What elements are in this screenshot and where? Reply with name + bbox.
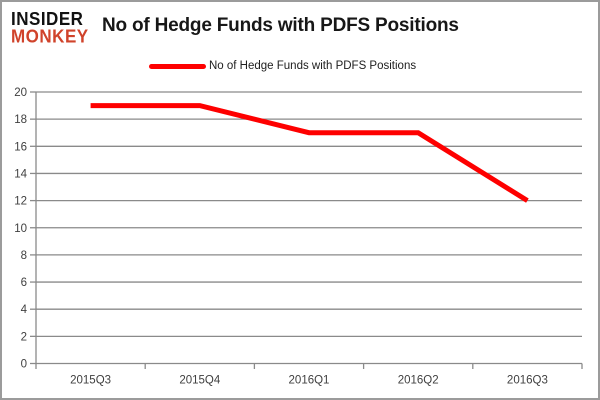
y-axis-tick-label: 0: [21, 359, 27, 371]
y-axis-tick-label: 14: [14, 168, 27, 180]
chart-title: No of Hedge Funds with PDFS Positions: [102, 15, 459, 36]
y-axis-tick-label: 20: [14, 87, 27, 99]
data-line-series: [90, 103, 529, 203]
legend-line-swatch: [149, 63, 206, 69]
y-axis-tick-label: 18: [14, 114, 27, 126]
x-axis-tick-label: 2015Q4: [179, 375, 221, 387]
y-axis-tick-label: 16: [14, 141, 27, 153]
y-axis-tick-label: 10: [14, 223, 27, 235]
logo-insider-text: INSIDER: [11, 8, 84, 30]
y-axis-tick-label: 6: [21, 277, 27, 289]
x-axis-tick-label: 2016Q3: [507, 375, 548, 387]
logo-monkey-text: MONKEY: [11, 26, 89, 47]
y-axis-tick-label: 4: [21, 304, 28, 316]
legend-label: No of Hedge Funds with PDFS Positions: [209, 60, 417, 72]
y-axis-tick-label: 2: [21, 331, 27, 343]
x-axis-tick-label: 2015Q3: [70, 375, 111, 387]
y-axis-tick-label: 8: [21, 250, 27, 262]
y-axis-tick-label: 12: [14, 196, 27, 208]
x-axis-tick-label: 2016Q2: [398, 375, 439, 387]
insider-monkey-logo: INSIDER MONKEY: [11, 8, 89, 47]
chart-legend: No of Hedge Funds with PDFS Positions: [149, 60, 416, 72]
x-axis-tick-label: 2016Q1: [289, 375, 330, 387]
